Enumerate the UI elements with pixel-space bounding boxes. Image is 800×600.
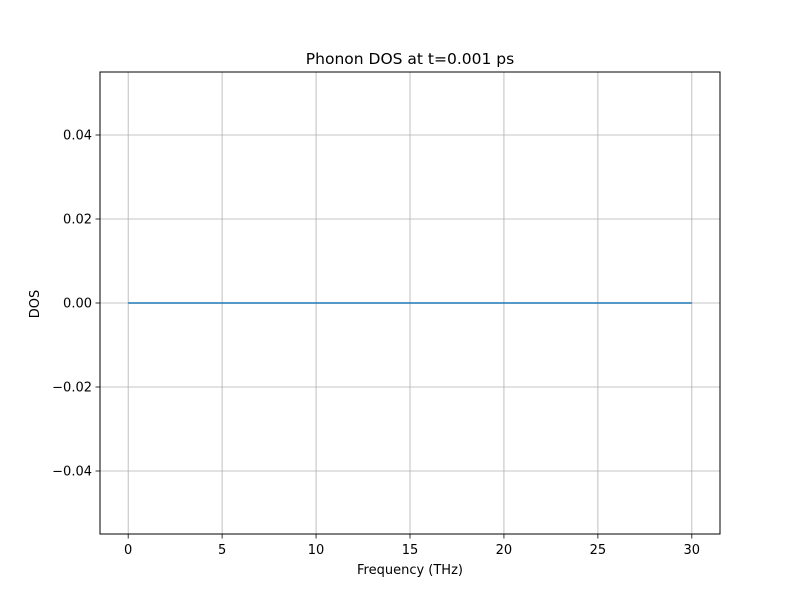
x-axis-ticks: 0 5 10 15 20 25 30 bbox=[124, 534, 700, 558]
x-tick-label: 10 bbox=[308, 543, 325, 558]
x-tick-label: 20 bbox=[496, 543, 513, 558]
x-tick-label: 25 bbox=[590, 543, 607, 558]
x-tick-label: 0 bbox=[124, 543, 132, 558]
y-tick-label: −0.02 bbox=[52, 381, 92, 396]
y-axis-label: DOS bbox=[28, 290, 43, 319]
y-tick-label: −0.04 bbox=[52, 465, 92, 480]
x-tick-label: 15 bbox=[402, 543, 419, 558]
y-tick-label: 0.00 bbox=[63, 297, 92, 312]
chart-title: Phonon DOS at t=0.001 ps bbox=[306, 50, 514, 68]
y-tick-label: 0.02 bbox=[63, 213, 92, 228]
x-tick-label: 30 bbox=[684, 543, 701, 558]
x-axis-label: Frequency (THz) bbox=[357, 563, 463, 578]
y-tick-label: 0.04 bbox=[63, 129, 92, 144]
x-tick-label: 5 bbox=[218, 543, 226, 558]
y-axis-ticks: −0.04 −0.02 0.00 0.02 0.04 bbox=[52, 129, 100, 480]
